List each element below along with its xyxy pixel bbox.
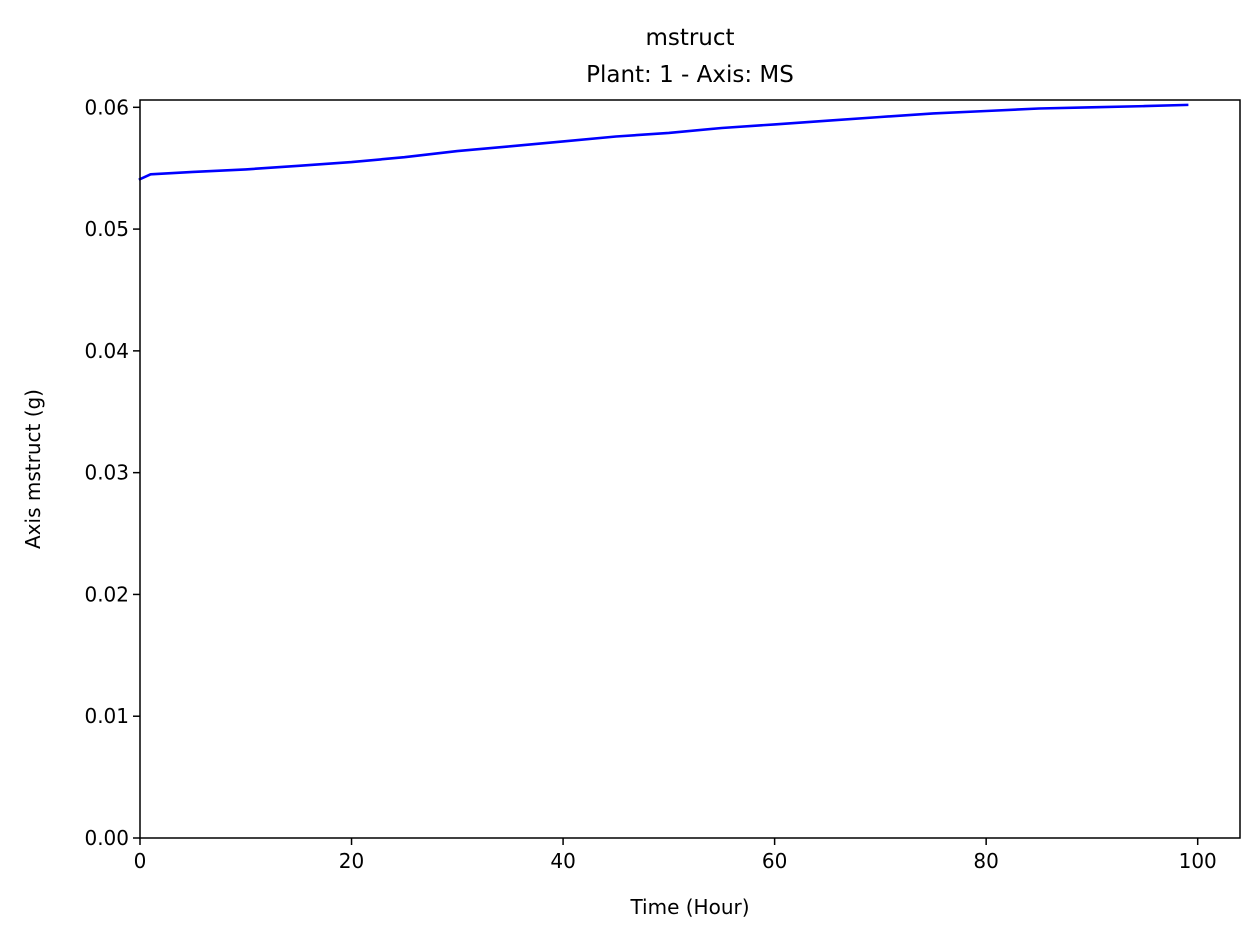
series-line-0 bbox=[138, 103, 1189, 181]
x-tick-label: 20 bbox=[339, 849, 364, 873]
y-axis-label: Axis mstruct (g) bbox=[21, 389, 45, 549]
y-tick-label: 0.02 bbox=[84, 582, 129, 606]
x-tick-label: 40 bbox=[550, 849, 575, 873]
y-tick-label: 0.00 bbox=[84, 826, 129, 850]
plot-frame bbox=[139, 99, 1241, 839]
y-tick-label: 0.04 bbox=[84, 339, 129, 363]
y-tick-label: 0.06 bbox=[84, 95, 129, 119]
x-tick-label: 60 bbox=[762, 849, 787, 873]
y-tick-label: 0.01 bbox=[84, 704, 129, 728]
chart-title: mstruct bbox=[645, 25, 734, 51]
y-tick-label: 0.03 bbox=[84, 461, 129, 485]
x-tick-label: 100 bbox=[1179, 849, 1217, 873]
x-tick-label: 80 bbox=[973, 849, 998, 873]
chart-subtitle: Plant: 1 - Axis: MS bbox=[586, 62, 794, 88]
y-tick-label: 0.05 bbox=[84, 217, 129, 241]
plot-area: 0 20 40 60 80 100 0.00 0.01 0.02 0.03 0.04 0.05 0.06 bbox=[84, 95, 1241, 873]
x-axis-label: Time (Hour) bbox=[629, 895, 749, 919]
x-tick-label: 0 bbox=[134, 849, 147, 873]
